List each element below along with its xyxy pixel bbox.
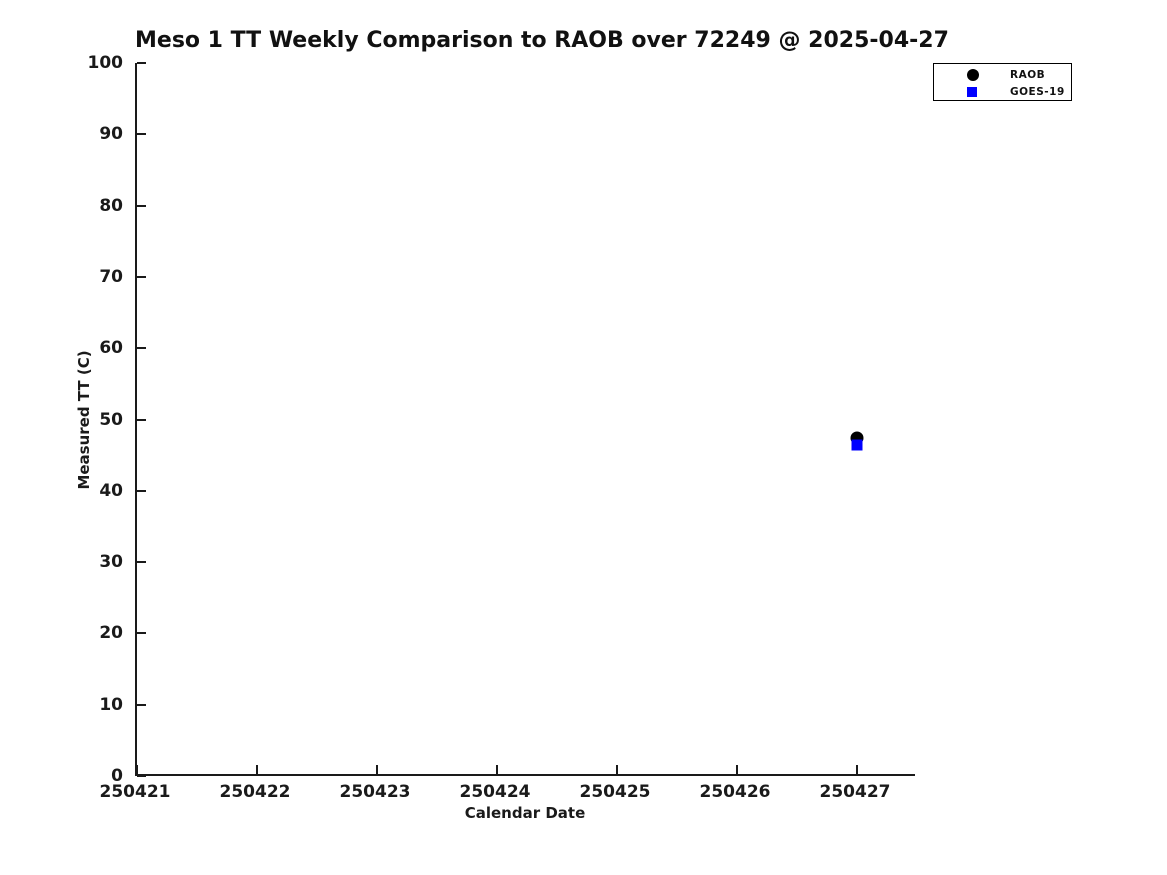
y-tick-label: 90 bbox=[99, 124, 123, 145]
legend-label-goes-19: GOES-19 bbox=[1010, 85, 1065, 98]
x-tick-mark bbox=[736, 765, 738, 774]
x-tick-label: 250421 bbox=[99, 782, 171, 802]
x-tick-mark bbox=[136, 765, 138, 774]
y-tick-mark bbox=[137, 632, 146, 635]
y-tick-mark bbox=[137, 703, 146, 706]
y-tick-label: 0 bbox=[111, 766, 123, 786]
data-point-goes-19 bbox=[851, 439, 863, 451]
y-tick-label: 20 bbox=[99, 623, 123, 644]
x-tick-label: 250423 bbox=[339, 782, 411, 802]
legend: RAOB GOES-19 bbox=[933, 63, 1072, 101]
y-tick-label: 10 bbox=[99, 694, 123, 715]
y-tick-mark bbox=[137, 489, 146, 492]
y-tick-mark bbox=[137, 561, 146, 564]
y-tick-label: 40 bbox=[99, 480, 123, 501]
y-tick-mark bbox=[137, 204, 146, 207]
square-marker-icon bbox=[967, 86, 977, 97]
y-tick-label: 60 bbox=[99, 338, 123, 359]
y-tick-mark bbox=[137, 62, 146, 64]
legend-entry-raob: RAOB bbox=[934, 66, 1071, 83]
y-tick-mark bbox=[137, 347, 146, 350]
chart-title: Meso 1 TT Weekly Comparison to RAOB over… bbox=[135, 28, 949, 53]
x-tick-label: 250426 bbox=[699, 782, 771, 802]
y-tick-label: 100 bbox=[87, 53, 124, 73]
y-tick-label: 80 bbox=[99, 195, 123, 216]
x-tick-label: 250427 bbox=[819, 782, 891, 802]
x-tick-mark bbox=[496, 765, 498, 774]
x-tick-label: 250424 bbox=[459, 782, 531, 802]
legend-label-raob: RAOB bbox=[1010, 68, 1046, 81]
plot-area bbox=[135, 62, 915, 777]
y-tick-mark bbox=[137, 418, 146, 421]
y-tick-label: 70 bbox=[99, 266, 123, 287]
x-tick-label: 250422 bbox=[219, 782, 291, 802]
x-tick-label: 250425 bbox=[579, 782, 651, 802]
y-tick-mark bbox=[137, 275, 146, 278]
y-axis-title: Measured TT (C) bbox=[75, 350, 93, 490]
y-tick-mark bbox=[137, 133, 146, 136]
legend-entry-goes-19: GOES-19 bbox=[934, 83, 1071, 100]
x-tick-mark bbox=[616, 765, 618, 774]
circle-marker-icon bbox=[967, 68, 979, 81]
y-tick-mark bbox=[137, 775, 146, 777]
x-tick-mark bbox=[376, 765, 378, 774]
x-tick-mark bbox=[856, 765, 858, 774]
x-tick-mark bbox=[256, 765, 258, 774]
y-tick-label: 50 bbox=[99, 409, 123, 430]
y-tick-label: 30 bbox=[99, 552, 123, 573]
x-axis-title: Calendar Date bbox=[464, 804, 586, 822]
